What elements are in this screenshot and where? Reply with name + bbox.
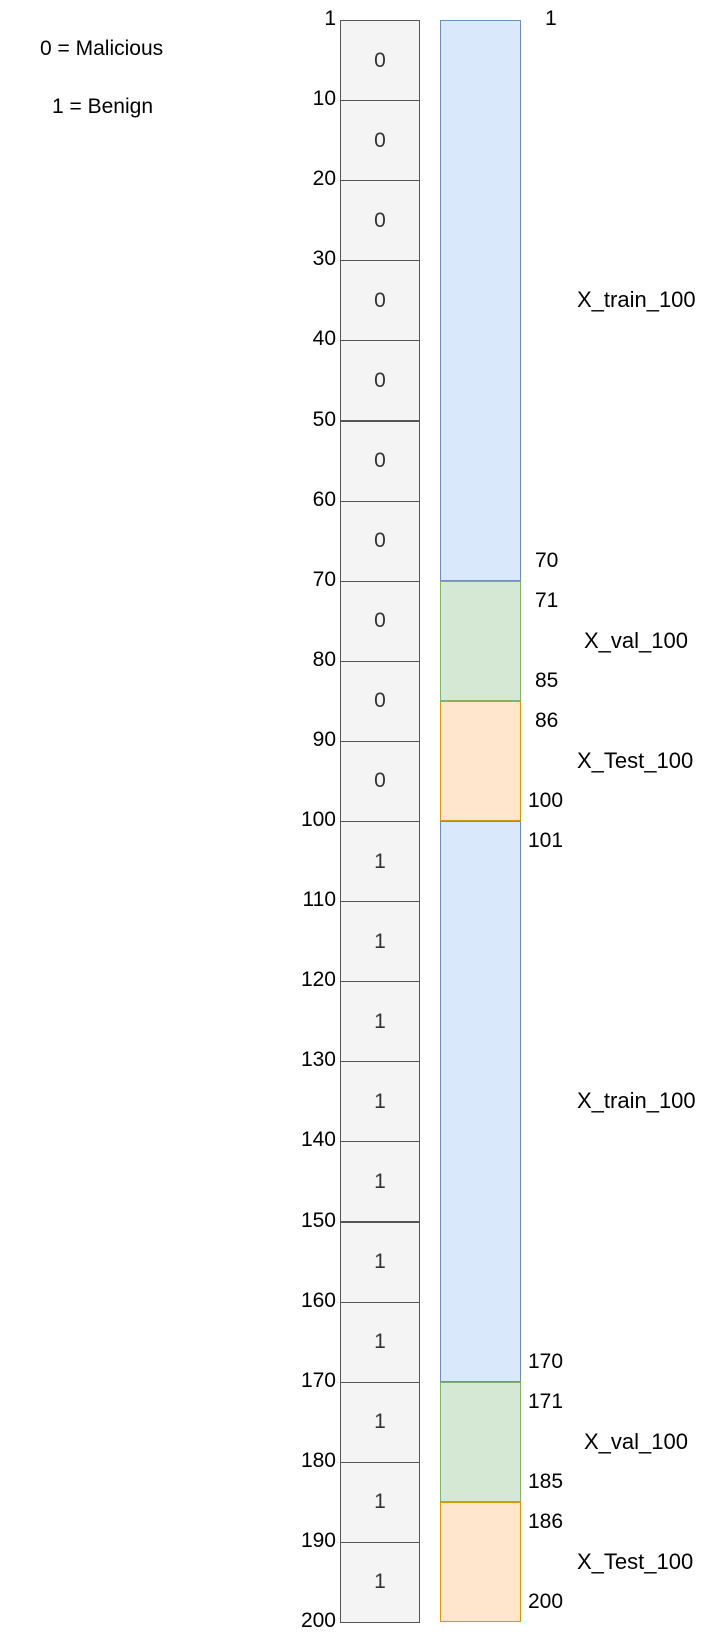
row-index-label: 30 — [312, 247, 336, 271]
label-cell: 0 — [340, 180, 420, 262]
label-cell: 1 — [340, 1381, 420, 1463]
row-index-label: 130 — [300, 1048, 336, 1072]
label-cell: 1 — [340, 1461, 420, 1543]
segment-test — [440, 700, 521, 821]
label-cell: 0 — [340, 100, 420, 182]
segment-name-label: X_val_100 — [584, 1428, 688, 1454]
label-cell: 1 — [340, 1141, 420, 1223]
row-index-label: 80 — [312, 647, 336, 671]
label-cell: 0 — [340, 580, 420, 662]
label-cell: 1 — [340, 981, 420, 1063]
row-index-label: 200 — [300, 1609, 336, 1632]
segment-start-label: 86 — [535, 708, 559, 732]
row-index-label: 160 — [300, 1288, 336, 1312]
segment-train — [440, 821, 521, 1382]
segment-end-label: 185 — [528, 1469, 564, 1493]
label-cell: 1 — [340, 821, 420, 903]
row-index-label: 150 — [300, 1208, 336, 1232]
label-cell: 0 — [340, 660, 420, 742]
segment-start-label: 1 — [545, 7, 557, 30]
segment-val — [440, 580, 521, 701]
segment-end-label: 200 — [528, 1590, 564, 1613]
segment-end-label: 170 — [528, 1349, 564, 1373]
legend-benign: 1 = Benign — [52, 95, 154, 118]
segment-start-label: 171 — [528, 1389, 564, 1413]
row-index-label: 110 — [302, 888, 336, 912]
row-index-label: 1 — [324, 7, 336, 30]
label-cell: 1 — [340, 1061, 420, 1143]
segment-start-label: 186 — [528, 1509, 564, 1533]
row-index-label: 100 — [300, 808, 336, 831]
label-cell: 0 — [340, 20, 420, 102]
segment-name-label: X_Test_100 — [577, 1548, 694, 1574]
row-index-label: 40 — [312, 327, 336, 351]
label-cell: 1 — [340, 1541, 420, 1623]
legend-malicious: 0 = Malicious — [40, 37, 164, 60]
segment-train — [440, 20, 521, 581]
label-cell: 0 — [340, 340, 420, 422]
row-index-label: 140 — [300, 1128, 336, 1152]
label-cell: 1 — [340, 1221, 420, 1303]
row-index-label: 50 — [312, 407, 336, 431]
label-cell: 0 — [340, 420, 420, 502]
row-index-label: 20 — [312, 167, 336, 191]
label-cell: 1 — [340, 901, 420, 983]
segment-name-label: X_Test_100 — [577, 747, 694, 773]
row-index-label: 60 — [312, 487, 336, 511]
label-cell: 0 — [340, 500, 420, 582]
segment-name-label: X_val_100 — [584, 627, 688, 653]
row-index-label: 170 — [300, 1368, 336, 1392]
row-index-label: 190 — [300, 1528, 336, 1552]
segment-start-label: 71 — [535, 588, 559, 612]
segment-name-label: X_train_100 — [577, 1088, 696, 1114]
row-index-label: 70 — [312, 567, 336, 591]
row-index-label: 90 — [312, 727, 336, 751]
segment-end-label: 70 — [535, 548, 559, 572]
segment-name-label: X_train_100 — [577, 287, 696, 313]
segment-test — [440, 1501, 521, 1622]
label-cell: 1 — [340, 1301, 420, 1383]
segment-end-label: 100 — [528, 789, 564, 812]
segment-end-label: 85 — [535, 668, 559, 692]
label-cell: 0 — [340, 740, 420, 822]
row-index-label: 120 — [300, 968, 336, 992]
segment-start-label: 101 — [528, 829, 564, 852]
segment-val — [440, 1381, 521, 1502]
row-index-label: 180 — [300, 1448, 336, 1472]
row-index-label: 10 — [312, 87, 336, 111]
label-cell: 0 — [340, 260, 420, 342]
